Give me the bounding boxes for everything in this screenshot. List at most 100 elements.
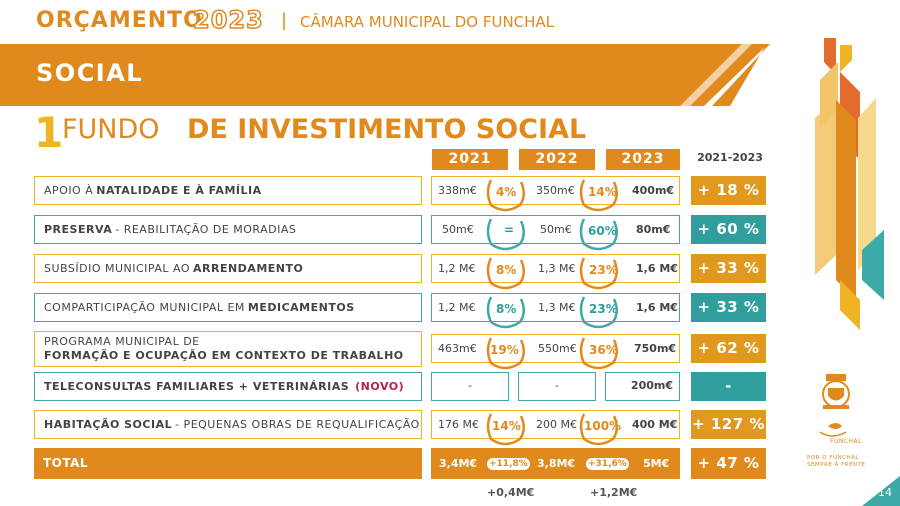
row-natalidade-delta: + 18 % [691, 176, 766, 205]
brand-title: ORÇAMENTO [36, 8, 203, 33]
title-lead: FUNDO [62, 114, 160, 145]
row-medicamentos-delta: + 33 % [691, 293, 766, 322]
row-arrendamento-label: SUBSÍDIO MUNICIPAL AO ARRENDAMENTO [34, 254, 422, 283]
row-formacao-delta: + 62 % [691, 334, 766, 363]
value-2021: 1,2 M€ [438, 262, 476, 275]
year-header-2022: 2022 [519, 149, 595, 170]
pct-2022-2023: 60% [588, 224, 617, 238]
year-header-2023: 2023 [606, 149, 680, 170]
row-habitacao-values: 176 M€ 14% 200 M€ 100% 400 M€ [431, 410, 680, 439]
value-2021: 1,2 M€ [438, 301, 476, 314]
row-habitacao-label: HABITAÇÃO SOCIAL - PEQUENAS OBRAS DE REQU… [34, 410, 422, 439]
row-formacao-label: PROGRAMA MUNICIPAL DE FORMAÇÃO E OCUPAÇÃ… [34, 331, 422, 367]
total-abs-2022-2023: +1,2M€ [590, 486, 638, 499]
total-abs-2021-2022: +0,4M€ [487, 486, 535, 499]
value-2021: 338m€ [438, 184, 477, 197]
row-medicamentos-label: COMPARTICIPAÇÃO MUNICIPAL EM MEDICAMENTOS [34, 293, 422, 322]
novo-badge: (NOVO) [355, 380, 405, 393]
label-bold: ARRENDAMENTO [193, 262, 304, 275]
label-bold: MEDICAMENTOS [247, 301, 355, 314]
row-medicamentos-values: 1,2 M€ 8% 1,3 M€ 23% 1,6 M€ [431, 293, 680, 322]
value-2021: 50m€ [442, 223, 474, 236]
value-2022: 200 M€ [536, 418, 577, 431]
label-line1: PROGRAMA MUNICIPAL DE [44, 335, 200, 348]
value-2022: 1,3 M€ [538, 262, 576, 275]
label-text: - PEQUENAS OBRAS DE REQUALIFICAÇÃO [175, 418, 420, 431]
slogan-line2: SEMPRE À FRENTE [807, 462, 866, 468]
value-2023: 200m€ [605, 372, 680, 401]
total-2021: 3,4M€ [439, 457, 478, 470]
value-2023: 1,6 M€ [636, 262, 678, 275]
value-2021: 463m€ [438, 342, 477, 355]
pct-2021-2022: 8% [496, 302, 517, 316]
row-preserva-values: 50m€ = 50m€ 60% 80m€ [431, 215, 680, 244]
value-2022: 1,3 M€ [538, 301, 576, 314]
pct-2021-2022: 14% [492, 419, 521, 433]
pct-2021-2022: 19% [490, 343, 519, 357]
title-number: 1 [34, 108, 64, 157]
label-bold: PRESERVA [44, 223, 113, 236]
title-bold: DE INVESTIMENTO SOCIAL [187, 114, 587, 145]
funchal-logo-text: FUNCHAL [830, 438, 862, 445]
section-band [0, 44, 770, 106]
pct-2022-2023: 23% [589, 302, 618, 316]
budget-year: 2023 [192, 5, 264, 35]
value-2022: - [518, 372, 596, 401]
label-bold: NATALIDADE E À FAMÍLIA [96, 184, 262, 197]
value-2021: 176 M€ [438, 418, 479, 431]
slogan-line1: POR O FUNCHAL [807, 455, 859, 461]
row-formacao-values: 463m€ 19% 550m€ 36% 750m€ [431, 334, 680, 363]
label-text: COMPARTICIPAÇÃO MUNICIPAL EM [44, 301, 245, 314]
label-bold: HABITAÇÃO SOCIAL [44, 418, 173, 431]
row-preserva-delta: + 60 % [691, 215, 766, 244]
row-preserva-label: PRESERVA - REABILITAÇÃO DE MORADIAS [34, 215, 422, 244]
row-teleconsultas-label: TELECONSULTAS FAMILIARES + VETERINÁRIAS (… [34, 372, 422, 401]
total-pct-2022-2023: +31,6% [586, 458, 629, 470]
pct-2022-2023: 23% [589, 263, 618, 277]
label-line2: FORMAÇÃO E OCUPAÇÃO EM CONTEXTO DE TRABA… [44, 349, 404, 362]
page-number: 14 [878, 486, 892, 499]
value-2023: 1,6 M€ [636, 301, 678, 314]
pct-2022-2023: 14% [588, 185, 617, 199]
pct-2022-2023: 100% [584, 419, 622, 433]
header-separator: | [281, 10, 288, 31]
row-habitacao-delta: + 127 % [691, 410, 766, 439]
value-2022: 550m€ [538, 342, 577, 355]
year-header-2021: 2021 [432, 149, 508, 170]
coat-of-arms-icon [822, 374, 850, 409]
value-2021: - [431, 372, 509, 401]
pct-2021-2022: = [504, 223, 515, 237]
organization-name: CÂMARA MUNICIPAL DO FUNCHAL [300, 13, 555, 31]
value-2023: 80m€ [636, 223, 671, 236]
total-2023: 5M€ [643, 457, 670, 470]
row-arrendamento-delta: + 33 % [691, 254, 766, 283]
value-2022: 350m€ [536, 184, 575, 197]
row-natalidade-values: 338m€ 4% 350m€ 14% 400m€ [431, 176, 680, 205]
row-teleconsultas-delta: - [691, 372, 766, 401]
total-label: TOTAL [34, 448, 422, 479]
label-text: SUBSÍDIO MUNICIPAL AO [44, 262, 190, 275]
label-text: - REABILITAÇÃO DE MORADIAS [115, 223, 297, 236]
pct-2021-2022: 8% [496, 263, 517, 277]
total-pct-2021-2022: +11,8% [487, 458, 530, 470]
total-2022: 3,8M€ [537, 457, 576, 470]
row-arrendamento-values: 1,2 M€ 8% 1,3 M€ 23% 1,6 M€ [431, 254, 680, 283]
header-bar: ORÇAMENTO 2023 | CÂMARA MUNICIPAL DO FUN… [0, 0, 900, 44]
value-2022: 50m€ [540, 223, 572, 236]
value-2023: 400m€ [632, 184, 675, 197]
pct-2021-2022: 4% [496, 185, 517, 199]
row-natalidade-label: APOIO À NATALIDADE E À FAMÍLIA [34, 176, 422, 205]
value-2023: 400 M€ [632, 418, 678, 431]
funchal-logo-icon [819, 423, 847, 437]
section-title: SOCIAL [36, 59, 144, 87]
value-2023: 750m€ [634, 342, 677, 355]
label-text: APOIO À [44, 184, 94, 197]
total-values: 3,4M€ 3,8M€ 5M€ [431, 448, 680, 479]
decorative-stripes [815, 38, 884, 330]
label-bold: TELECONSULTAS FAMILIARES + VETERINÁRIAS [44, 380, 350, 393]
page-number-badge [862, 476, 900, 506]
pct-2022-2023: 36% [589, 343, 618, 357]
slogan: POR O FUNCHAL SEMPRE À FRENTE [807, 455, 866, 469]
delta-header: 2021-2023 [697, 151, 763, 164]
total-delta: + 47 % [691, 448, 766, 479]
